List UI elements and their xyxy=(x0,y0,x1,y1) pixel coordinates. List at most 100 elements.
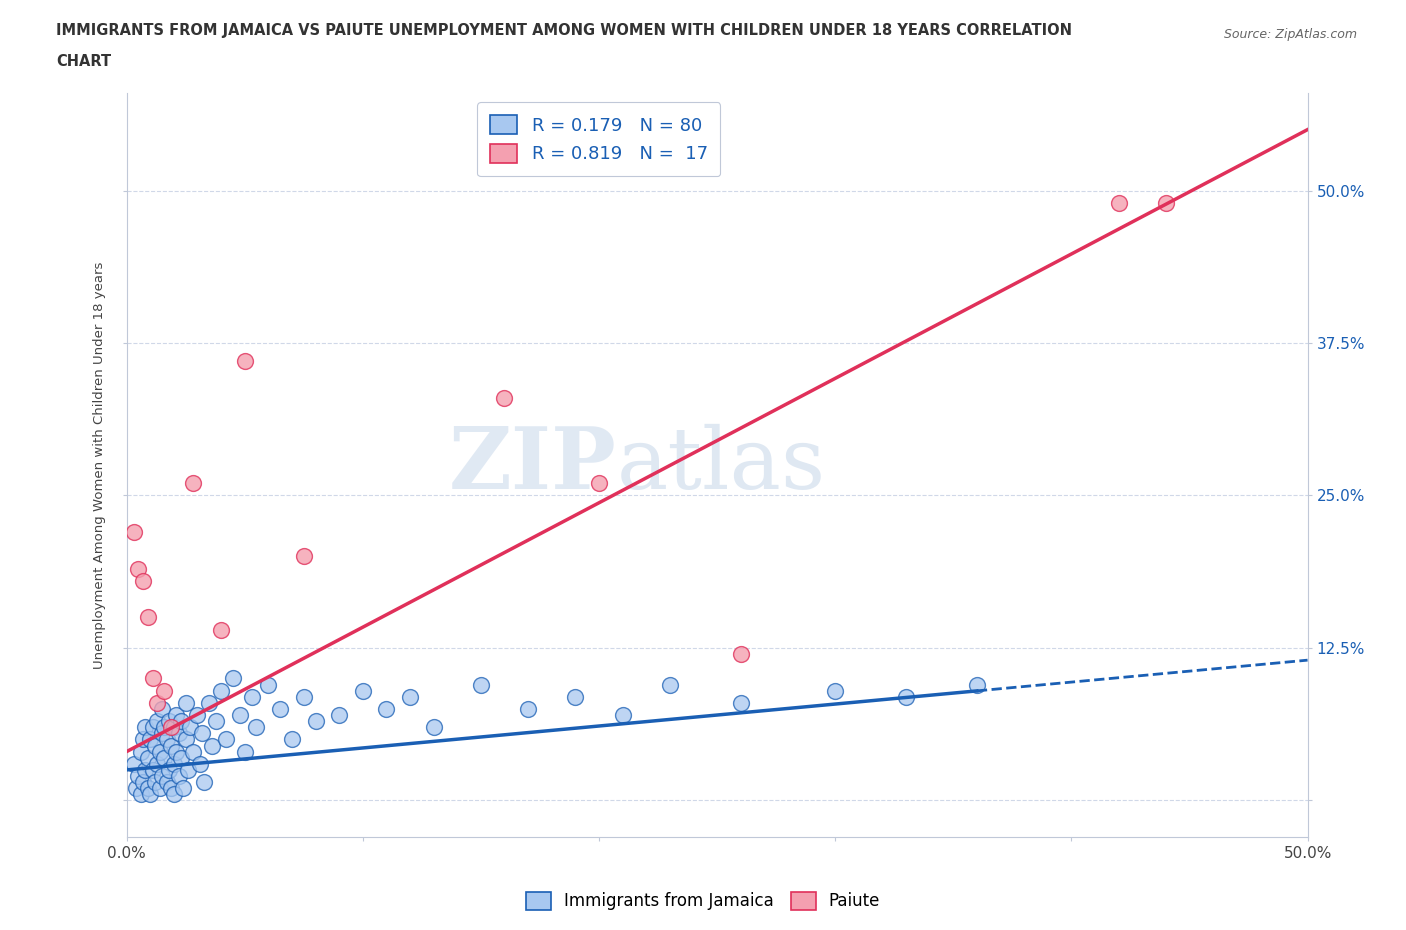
Legend: Immigrants from Jamaica, Paiute: Immigrants from Jamaica, Paiute xyxy=(519,885,887,917)
Point xyxy=(146,756,169,771)
Point xyxy=(200,738,222,753)
Point xyxy=(179,720,201,735)
Point xyxy=(167,726,190,741)
Point xyxy=(167,768,190,783)
Point xyxy=(132,574,155,589)
Point xyxy=(292,549,315,564)
Point xyxy=(233,354,256,369)
Point xyxy=(233,744,256,759)
Point xyxy=(141,720,163,735)
Point xyxy=(177,763,200,777)
Point xyxy=(172,781,194,796)
Y-axis label: Unemployment Among Women with Children Under 18 years: Unemployment Among Women with Children U… xyxy=(93,261,107,669)
Point xyxy=(1154,195,1177,210)
Point xyxy=(136,781,159,796)
Point xyxy=(966,677,988,692)
Text: CHART: CHART xyxy=(56,54,111,69)
Point xyxy=(150,726,173,741)
Point xyxy=(163,787,186,802)
Point xyxy=(205,713,228,728)
Point xyxy=(292,689,315,704)
Point xyxy=(824,684,846,698)
Point xyxy=(186,708,208,723)
Point xyxy=(150,701,173,716)
Point xyxy=(894,689,917,704)
Text: IMMIGRANTS FROM JAMAICA VS PAIUTE UNEMPLOYMENT AMONG WOMEN WITH CHILDREN UNDER 1: IMMIGRANTS FROM JAMAICA VS PAIUTE UNEMPL… xyxy=(56,23,1073,38)
Point xyxy=(612,708,634,723)
Point xyxy=(517,701,540,716)
Point xyxy=(160,738,183,753)
Point xyxy=(134,763,156,777)
Point xyxy=(136,610,159,625)
Point xyxy=(170,713,193,728)
Point xyxy=(156,732,179,747)
Point xyxy=(125,781,148,796)
Point xyxy=(160,720,183,735)
Point xyxy=(181,476,204,491)
Point xyxy=(470,677,492,692)
Point xyxy=(157,763,180,777)
Point xyxy=(730,646,752,661)
Point xyxy=(153,684,176,698)
Text: ZIP: ZIP xyxy=(449,423,617,507)
Point xyxy=(150,768,173,783)
Point xyxy=(188,756,211,771)
Point xyxy=(141,763,163,777)
Point xyxy=(229,708,252,723)
Legend: R = 0.179   N = 80, R = 0.819   N =  17: R = 0.179 N = 80, R = 0.819 N = 17 xyxy=(478,102,720,176)
Point xyxy=(304,713,326,728)
Point xyxy=(399,689,422,704)
Point xyxy=(139,787,162,802)
Point xyxy=(129,744,152,759)
Point xyxy=(422,720,444,735)
Point xyxy=(143,775,166,790)
Point xyxy=(149,744,172,759)
Point xyxy=(209,622,232,637)
Point xyxy=(174,696,197,711)
Point xyxy=(375,701,398,716)
Point xyxy=(1108,195,1130,210)
Point xyxy=(129,787,152,802)
Point xyxy=(122,525,145,539)
Point xyxy=(160,781,183,796)
Point xyxy=(240,689,263,704)
Point xyxy=(198,696,221,711)
Point xyxy=(153,751,176,765)
Point xyxy=(132,732,155,747)
Point xyxy=(141,671,163,686)
Point xyxy=(658,677,681,692)
Point xyxy=(149,781,172,796)
Point xyxy=(127,768,149,783)
Point xyxy=(588,476,610,491)
Point xyxy=(222,671,245,686)
Point xyxy=(156,775,179,790)
Point xyxy=(191,726,214,741)
Point xyxy=(165,744,187,759)
Text: Source: ZipAtlas.com: Source: ZipAtlas.com xyxy=(1223,28,1357,41)
Text: atlas: atlas xyxy=(617,423,825,507)
Point xyxy=(245,720,267,735)
Point xyxy=(352,684,374,698)
Point xyxy=(170,751,193,765)
Point xyxy=(143,738,166,753)
Point xyxy=(153,720,176,735)
Point xyxy=(165,708,187,723)
Point xyxy=(163,756,186,771)
Point xyxy=(139,732,162,747)
Point xyxy=(257,677,280,692)
Point xyxy=(281,732,304,747)
Point xyxy=(132,775,155,790)
Point xyxy=(730,696,752,711)
Point xyxy=(494,391,516,405)
Point xyxy=(163,720,186,735)
Point xyxy=(134,720,156,735)
Point xyxy=(136,751,159,765)
Point xyxy=(209,684,232,698)
Point xyxy=(146,713,169,728)
Point xyxy=(564,689,586,704)
Point xyxy=(328,708,350,723)
Point xyxy=(193,775,215,790)
Point xyxy=(215,732,238,747)
Point xyxy=(122,756,145,771)
Point xyxy=(127,561,149,576)
